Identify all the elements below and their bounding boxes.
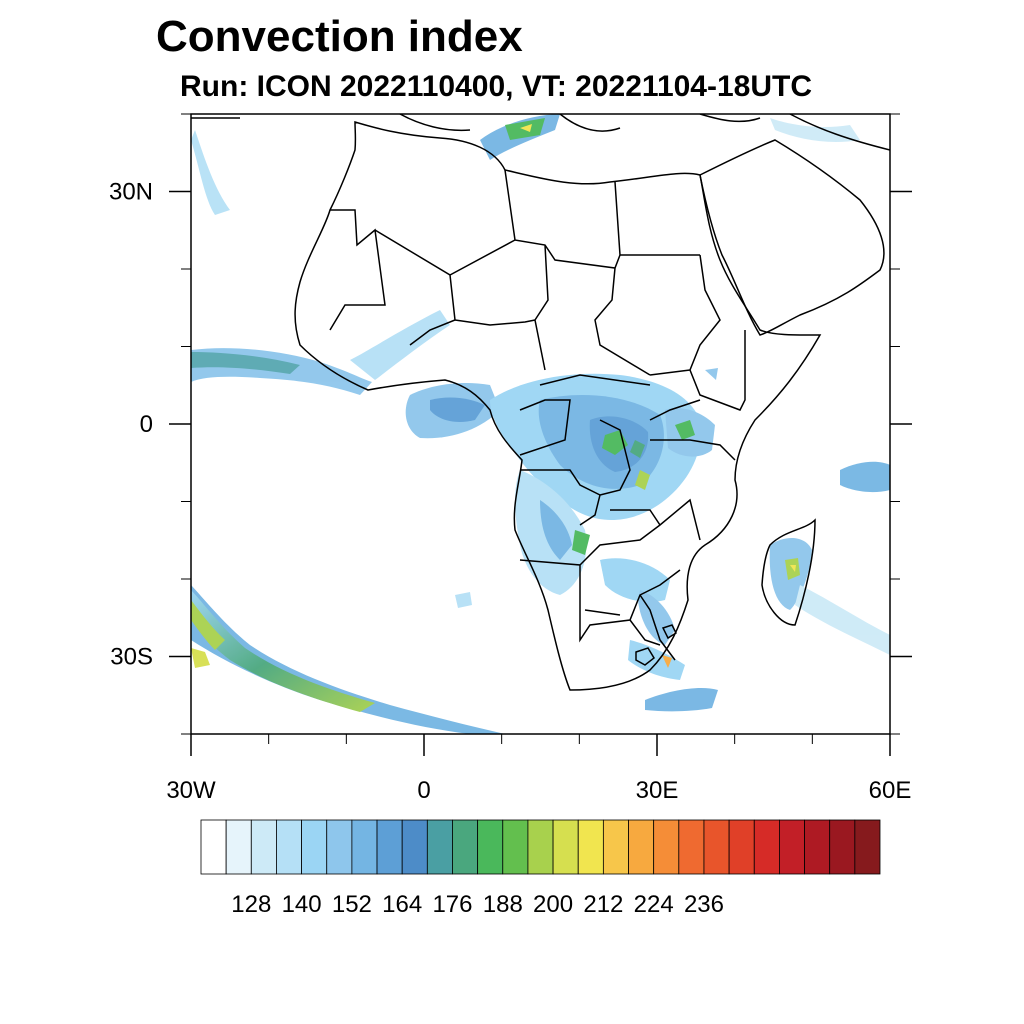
colorbar-box bbox=[854, 819, 881, 875]
colorbar-box bbox=[577, 819, 604, 875]
colorbar-label: 200 bbox=[533, 891, 573, 918]
axis-ticks: 30W 0 30E 60E 30N 0 30S bbox=[109, 113, 912, 804]
colorbar-box bbox=[728, 819, 755, 875]
colorbar-box bbox=[703, 819, 730, 875]
colorbar-box bbox=[426, 819, 453, 875]
colorbar-label: 164 bbox=[382, 891, 422, 918]
colorbar: 128 140 152 164 176 188 200 212 224 236 bbox=[200, 819, 881, 918]
colorbar-box bbox=[276, 819, 302, 875]
colorbar-box bbox=[351, 819, 378, 875]
lon-tick-label: 30W bbox=[166, 777, 216, 804]
coastlines-and-borders bbox=[191, 114, 890, 691]
colorbar-box bbox=[628, 819, 655, 875]
lon-tick-label: 0 bbox=[417, 777, 430, 804]
convection-shading bbox=[191, 114, 890, 734]
colorbar-box bbox=[779, 819, 805, 875]
small-country-outlines bbox=[635, 624, 677, 666]
colorbar-box bbox=[502, 819, 529, 875]
colorbar-box bbox=[452, 819, 479, 875]
colorbar-label: 128 bbox=[231, 891, 271, 918]
colorbar-box bbox=[804, 819, 831, 875]
lat-tick-label: 30S bbox=[110, 644, 153, 671]
colorbar-label: 176 bbox=[432, 891, 472, 918]
colorbar-box bbox=[401, 819, 428, 875]
colorbar-box bbox=[376, 819, 403, 875]
lon-tick-label: 60E bbox=[869, 777, 912, 804]
colorbar-label: 224 bbox=[634, 891, 674, 918]
colorbar-label: 140 bbox=[282, 891, 322, 918]
colorbar-box bbox=[477, 819, 504, 875]
colorbar-label: 188 bbox=[483, 891, 523, 918]
colorbar-box bbox=[653, 819, 680, 875]
colorbar-box bbox=[225, 819, 252, 875]
colorbar-box bbox=[527, 819, 554, 875]
colorbar-box bbox=[602, 819, 629, 875]
colorbar-label: 212 bbox=[583, 891, 623, 918]
colorbar-box bbox=[301, 819, 328, 875]
lat-tick-label: 30N bbox=[109, 179, 153, 206]
colorbar-box bbox=[250, 819, 277, 875]
chart-title: Convection index bbox=[156, 12, 523, 61]
colorbar-label: 236 bbox=[684, 891, 724, 918]
lon-tick-label: 30E bbox=[636, 777, 679, 804]
colorbar-label: 152 bbox=[332, 891, 372, 918]
chart-subtitle: Run: ICON 2022110400, VT: 20221104-18UTC bbox=[180, 70, 813, 103]
colorbar-box bbox=[829, 819, 856, 875]
colorbar-box bbox=[552, 819, 579, 875]
colorbar-box bbox=[326, 819, 353, 875]
colorbar-box bbox=[753, 819, 780, 875]
colorbar-box bbox=[678, 819, 705, 875]
colorbar-box bbox=[200, 819, 227, 875]
lat-tick-label: 0 bbox=[140, 411, 153, 438]
